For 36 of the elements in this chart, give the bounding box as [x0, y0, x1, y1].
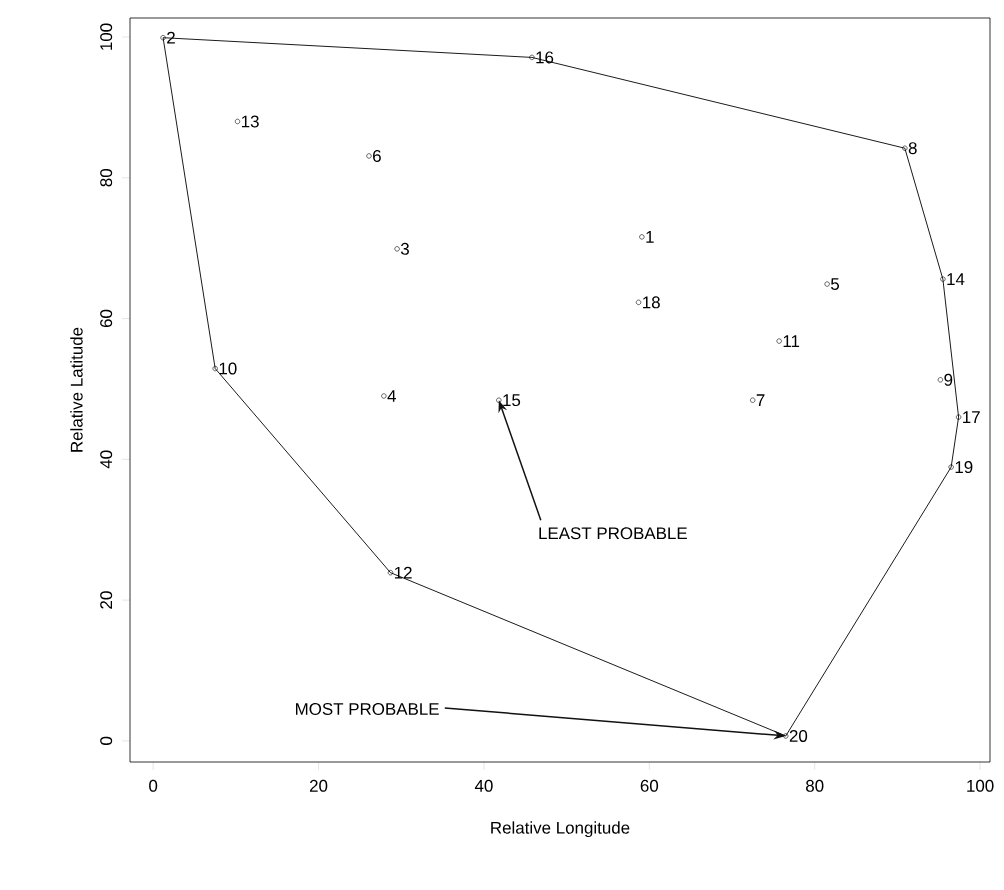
- annotation: 4: [387, 390, 396, 402]
- annotation: 7: [756, 394, 765, 407]
- annotation: 9: [944, 373, 953, 386]
- x-tick-label: 40: [474, 779, 493, 792]
- annotation: 13: [242, 115, 259, 128]
- y-tick-label: 80: [100, 169, 113, 187]
- annotation: 10: [219, 362, 237, 375]
- annotation: MOST PROBABLE: [296, 702, 439, 715]
- y-tick-label: 20: [100, 591, 113, 609]
- y-tick-label: 60: [100, 309, 113, 328]
- x-tick-label: 80: [806, 779, 824, 792]
- annotation: 3: [400, 242, 409, 255]
- annotation: 6: [373, 149, 381, 162]
- annotation: 5: [830, 278, 840, 290]
- y-axis-title: Relative Latitude: [70, 327, 83, 452]
- annotation: 8: [908, 142, 917, 155]
- y-tick-label: 100: [100, 23, 113, 50]
- annotation: 2: [167, 31, 175, 44]
- annotation: 1: [646, 231, 654, 243]
- x-axis-title: Relative Longitude: [491, 821, 630, 838]
- annotation: 11: [783, 335, 800, 347]
- y-tick-label: 0: [100, 736, 113, 745]
- annotation: LEAST PROBABLE: [539, 527, 687, 540]
- annotation: 15: [503, 394, 521, 407]
- annotation: 17: [963, 411, 980, 423]
- y-tick-label: 40: [100, 450, 113, 469]
- x-tick-label: 20: [309, 779, 328, 792]
- annotation: 18: [643, 296, 660, 309]
- annotation: 19: [955, 461, 973, 474]
- annotation: 12: [394, 566, 412, 579]
- annotation: 14: [947, 273, 965, 285]
- annotation: 20: [789, 729, 808, 742]
- x-tick-label: 60: [640, 779, 659, 792]
- x-tick-label: 100: [967, 779, 994, 792]
- annotation: 16: [536, 51, 554, 64]
- x-tick-label: 0: [149, 779, 158, 792]
